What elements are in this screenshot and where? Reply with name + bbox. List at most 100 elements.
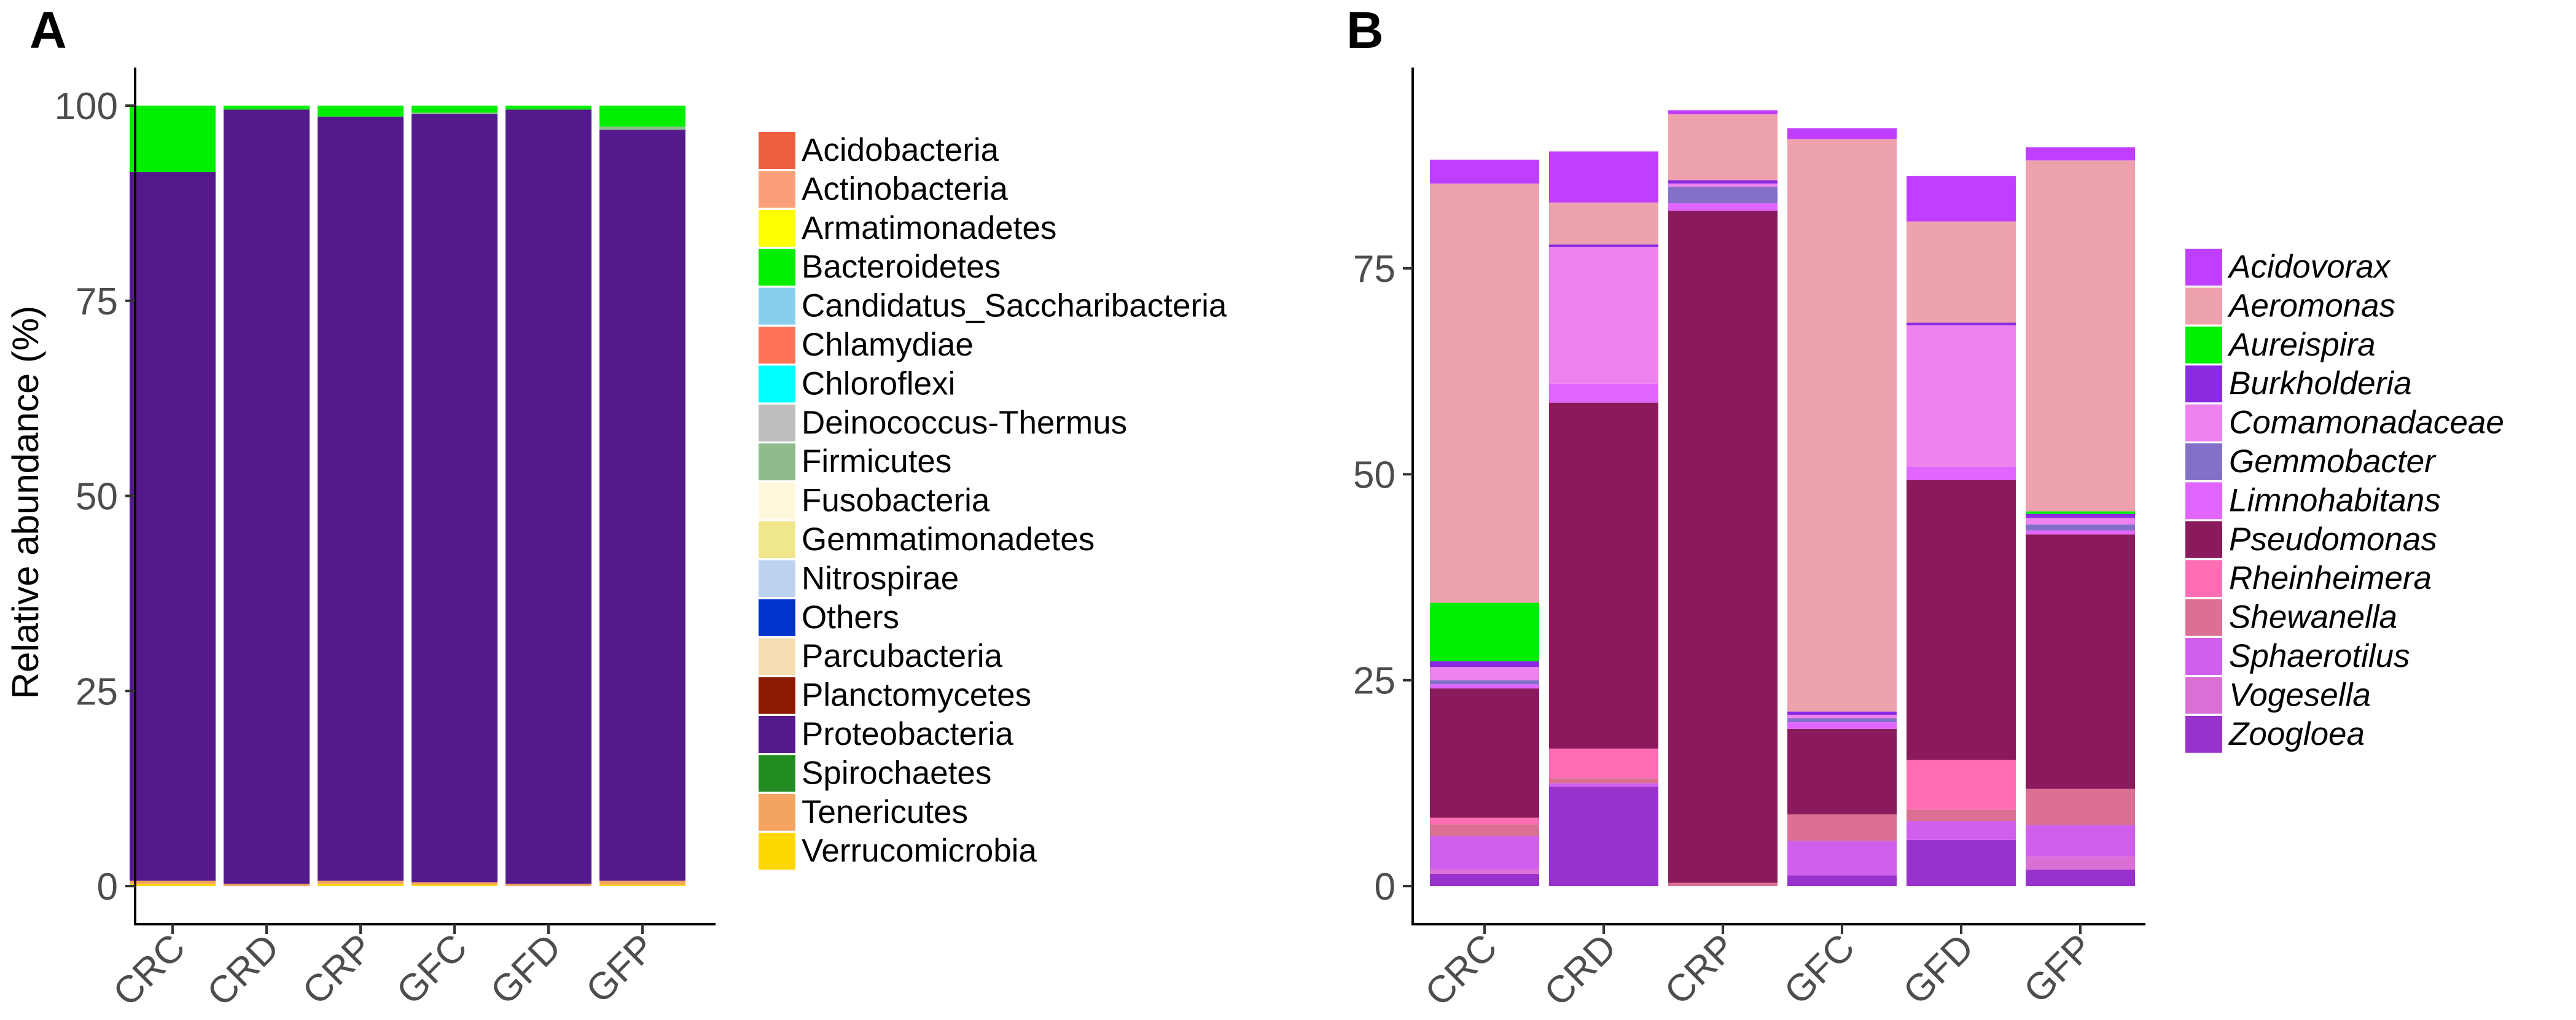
panel-b-bar-gfp-sphaerotilus xyxy=(2026,825,2135,857)
panel-a-legend-label-bacteroidetes: Bacteroidetes xyxy=(802,249,1001,285)
panel-a-legend-key-armatimonadetes xyxy=(759,209,795,247)
panel-b-bar-crc-rheinheimera xyxy=(1430,817,1539,825)
panel-b-bar-gfd-rheinheimera xyxy=(1907,760,2016,810)
panel-b-bar-gfp-acidovorax xyxy=(2026,147,2135,161)
panel-a-bar-gfp-bacteroidetes xyxy=(599,106,685,127)
panel-a-bar-crc-tenericutes xyxy=(130,881,216,884)
panel-b-bar-crc-aureispira xyxy=(1430,602,1539,661)
panel-b-bar-crc-comamonadaceae xyxy=(1430,667,1539,680)
panel-b-bar-gfp-burkholderia xyxy=(2026,513,2135,518)
panel-a-legend-key-parcubacteria xyxy=(759,638,795,675)
panel-b-bar-gfc-pseudomonas xyxy=(1787,728,1897,815)
panel-a-bar-crc-proteobacteria xyxy=(130,172,216,881)
panel-a-bar-crp-bacteroidetes xyxy=(318,106,404,117)
panel-a-bar-gfp-proteobacteria xyxy=(599,130,685,881)
panel-b-legend: AcidovoraxAeromonasAureispiraBurkholderi… xyxy=(2185,249,2504,753)
panel-b-legend-label-aureispira: Aureispira xyxy=(2227,327,2376,363)
panel-a-legend-key-acidobacteria xyxy=(759,132,795,169)
panel-b-legend-key-sphaerotilus xyxy=(2185,638,2222,675)
panel-b-legend-label-burkholderia: Burkholderia xyxy=(2229,365,2412,402)
panel-a-y-axis-label: Relative abundance (%) xyxy=(5,306,46,699)
panel-b-bar-gfc-sphaerotilus xyxy=(1787,841,1897,876)
panel-b-legend-key-limnohabitans xyxy=(2185,482,2222,520)
panel-b-bar-gfc-zoogloea xyxy=(1787,875,1897,886)
panel-b-bar-crc-limnohabitans xyxy=(1430,684,1539,689)
panel-b-bar-crd-zoogloea xyxy=(1549,786,1658,886)
panel-b-bar-gfd-comamonadaceae xyxy=(1907,325,2016,467)
panel-b-bar-crd-shewanella xyxy=(1549,778,1658,784)
panel-b-bar-gfd-shewanella xyxy=(1907,809,2016,822)
panel-a-bar-crp-tenericutes xyxy=(318,881,404,884)
panel-b-bar-gfd-sphaerotilus xyxy=(1907,821,2016,840)
panel-label-b: B xyxy=(1346,1,1384,59)
panel-b-bar-crp-aeromonas xyxy=(1668,114,1778,181)
panel-b-bar-crc-zoogloea xyxy=(1430,873,1539,886)
panel-a-y-tick-label-100: 100 xyxy=(55,85,118,128)
panel-b-bar-gfc-acidovorax xyxy=(1787,128,1897,139)
panel-b-bar-gfp-zoogloea xyxy=(2026,870,2135,886)
panel-b-bar-gfc-aeromonas xyxy=(1787,139,1897,712)
panel-a-legend-key-deinococcus-thermus xyxy=(759,404,795,442)
panel-b-bar-crc-pseudomonas xyxy=(1430,688,1539,818)
panel-a-bar-gfc-firmicutes xyxy=(412,112,498,114)
panel-b-bar-gfp-pseudomonas xyxy=(2026,534,2135,789)
panel-a-legend-label-actinobacteria: Actinobacteria xyxy=(802,171,1008,207)
panel-a-bar-gfc-verrucomicrobia xyxy=(412,884,498,886)
panel-b-x-tick-label-gfd: GFD xyxy=(1895,926,1982,1013)
panel-a-bar-gfp-verrucomicrobia xyxy=(599,884,685,886)
panel-b-bar-crc-acidovorax xyxy=(1430,159,1539,184)
panel-b-legend-key-gemmobacter xyxy=(2185,443,2222,480)
panel-b-x-tick-label-crc: CRC xyxy=(1417,926,1505,1014)
panel-a-y-tick-label-25: 25 xyxy=(76,671,118,713)
panel-b-bar-gfp-aeromonas xyxy=(2026,160,2135,512)
panel-a-legend-label-chlamydiae: Chlamydiae xyxy=(802,327,974,363)
panel-b-bar-crc-gemmobacter xyxy=(1430,680,1539,685)
panel-a-legend-label-deinococcus-thermus: Deinococcus-Thermus xyxy=(802,405,1127,441)
panel-a-x-tick-label-gfc: GFC xyxy=(389,926,475,1013)
panel-b-bar-gfp-aureispira xyxy=(2026,511,2135,514)
panel-b-bar-crp-pseudomonas xyxy=(1668,211,1778,883)
panel-a-x-tick-label-gfd: GFD xyxy=(483,926,569,1013)
panel-b-x-tick-label-crd: CRD xyxy=(1536,926,1625,1014)
panel-b-bar-gfp-comamonadaceae xyxy=(2026,518,2135,525)
panel-b-legend-key-burkholderia xyxy=(2185,365,2222,403)
panel-b-legend-key-shewanella xyxy=(2185,599,2222,636)
panel-a-x-tick-label-crp: CRP xyxy=(295,926,381,1013)
panel-b-legend-label-acidovorax: Acidovorax xyxy=(2227,249,2392,285)
panel-a-x-tick-label-crc: CRC xyxy=(105,926,193,1014)
panel-a-bar-gfc-tenericutes xyxy=(412,882,498,885)
panel-b-bar-gfd-zoogloea xyxy=(1907,839,2016,886)
panel-a-bar-crp-proteobacteria xyxy=(318,116,404,881)
panel-b-bar-gfd-pseudomonas xyxy=(1907,480,2016,760)
panel-a-bar-gfp-tenericutes xyxy=(599,881,685,885)
panel-a-legend-label-fusobacteria: Fusobacteria xyxy=(802,483,990,519)
panel-b-bar-gfc-gemmobacter xyxy=(1787,718,1897,723)
panel-a-bar-gfc-bacteroidetes xyxy=(412,106,498,113)
panel-b-bar-gfc-burkholderia xyxy=(1787,711,1897,715)
panel-b-x-tick-label-gfc: GFC xyxy=(1776,926,1863,1013)
panel-b-bar-crd-pseudomonas xyxy=(1549,402,1658,749)
panel-a-legend-key-nitrospirae xyxy=(759,560,795,598)
panel-b-legend-key-acidovorax xyxy=(2185,249,2222,286)
panel-a-legend-label-chloroflexi: Chloroflexi xyxy=(802,365,955,402)
panel-a-legend-key-bacteroidetes xyxy=(759,249,795,286)
panel-a-bar-gfd-proteobacteria xyxy=(505,109,591,884)
panel-a-legend-label-proteobacteria: Proteobacteria xyxy=(802,716,1013,752)
panel-b-legend-label-vogesella: Vogesella xyxy=(2229,677,2371,713)
panel-b-bar-crp-acidovorax xyxy=(1668,110,1778,115)
panel-b-legend-key-rheinheimera xyxy=(2185,560,2222,598)
panel-a-legend-label-nitrospirae: Nitrospirae xyxy=(802,560,959,596)
panel-a-legend-key-chloroflexi xyxy=(759,365,795,403)
panel-b-bar-crc-sphaerotilus xyxy=(1430,836,1539,870)
panel-label-a: A xyxy=(29,1,67,59)
panel-b-bar-gfc-comamonadaceae xyxy=(1787,715,1897,718)
panel-a-bar-crc-bacteroidetes xyxy=(130,106,216,173)
panel-b-bar-crp-comamonadaceae xyxy=(1668,183,1778,187)
panel-a-legend-key-chlamydiae xyxy=(759,327,795,364)
panel-a-y-tick-label-50: 50 xyxy=(76,476,118,518)
panel-a-legend-key-gemmatimonadetes xyxy=(759,521,795,558)
panel-b-y-tick-label-25: 25 xyxy=(1353,660,1395,703)
panel-a-bar-crd-proteobacteria xyxy=(224,109,310,884)
panel-b-bar-gfp-limnohabitans xyxy=(2026,530,2135,535)
